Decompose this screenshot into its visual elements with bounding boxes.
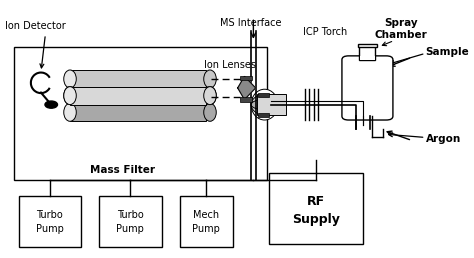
Ellipse shape <box>251 94 278 115</box>
Text: Pump: Pump <box>36 224 64 234</box>
Text: Argon: Argon <box>426 134 461 144</box>
Bar <box>258 113 269 117</box>
Ellipse shape <box>251 100 278 110</box>
Text: Turbo: Turbo <box>117 210 144 220</box>
Bar <box>180 196 233 247</box>
Text: Chamber: Chamber <box>374 30 428 41</box>
Text: Sample: Sample <box>426 47 469 57</box>
Text: Turbo: Turbo <box>36 210 63 220</box>
Ellipse shape <box>204 87 216 105</box>
Ellipse shape <box>204 87 216 105</box>
Ellipse shape <box>64 70 76 88</box>
Bar <box>70 103 206 121</box>
Bar <box>70 87 206 105</box>
Text: MS Interface: MS Interface <box>220 18 282 28</box>
Text: Mech: Mech <box>193 210 219 220</box>
Bar <box>258 93 269 97</box>
Bar <box>357 44 377 47</box>
Text: Supply: Supply <box>292 213 340 226</box>
Bar <box>239 97 252 102</box>
Ellipse shape <box>64 87 76 105</box>
FancyBboxPatch shape <box>342 56 393 120</box>
Text: Spray: Spray <box>384 18 418 28</box>
Bar <box>18 196 81 247</box>
Text: Mass Filter: Mass Filter <box>90 165 155 175</box>
Bar <box>14 47 267 180</box>
Text: Ion Lenses: Ion Lenses <box>204 60 256 70</box>
Bar <box>359 46 375 60</box>
Bar <box>239 76 252 80</box>
Ellipse shape <box>64 103 76 121</box>
Bar <box>70 70 206 88</box>
Bar <box>360 57 375 60</box>
Circle shape <box>45 101 57 108</box>
Ellipse shape <box>204 103 216 121</box>
Bar <box>269 173 363 245</box>
Bar <box>257 94 286 115</box>
Ellipse shape <box>64 87 76 105</box>
Bar <box>99 196 162 247</box>
Ellipse shape <box>204 70 216 88</box>
Text: Pump: Pump <box>192 224 220 234</box>
Bar <box>70 87 206 105</box>
Ellipse shape <box>251 89 278 120</box>
Text: ICP Torch: ICP Torch <box>302 27 347 37</box>
Text: Pump: Pump <box>117 224 144 234</box>
Text: Ion Detector: Ion Detector <box>5 21 66 31</box>
Polygon shape <box>238 76 255 100</box>
Text: RF: RF <box>307 195 325 208</box>
